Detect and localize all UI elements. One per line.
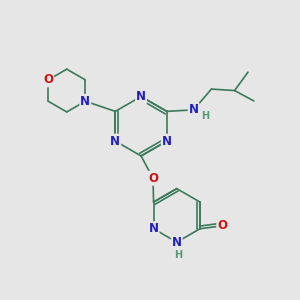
Text: N: N	[189, 103, 199, 116]
Text: H: H	[174, 250, 182, 260]
Text: N: N	[80, 95, 90, 108]
Text: N: N	[172, 236, 182, 249]
Text: O: O	[43, 74, 53, 86]
Text: N: N	[148, 222, 159, 235]
Text: O: O	[148, 172, 158, 185]
Text: H: H	[201, 111, 209, 122]
Text: N: N	[136, 90, 146, 103]
Text: N: N	[110, 135, 120, 148]
Text: O: O	[217, 219, 227, 232]
Text: N: N	[162, 135, 172, 148]
